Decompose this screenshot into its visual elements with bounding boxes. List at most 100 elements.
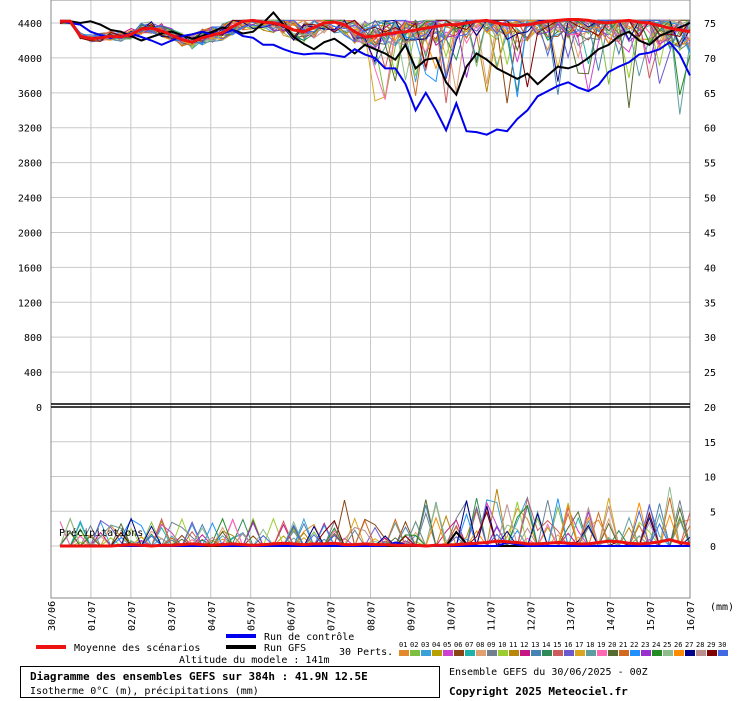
x-tick-label: 16/07 (686, 601, 697, 631)
pert-number: 19 (597, 641, 605, 649)
left-tick-label: 2000 (18, 228, 42, 239)
x-tick-label: 14/07 (606, 601, 617, 631)
control-legend-label: Run de contrôle (264, 631, 354, 643)
info-title: Diagramme des ensembles GEFS sur 384h : … (30, 670, 368, 683)
right-tick-label: 75 (704, 19, 716, 30)
left-tick-label: 2800 (18, 159, 42, 170)
main-lines (59, 11, 691, 548)
pert-swatch (454, 650, 464, 656)
pert-number: 17 (575, 641, 583, 649)
x-tick-label: 02/07 (127, 601, 138, 631)
pert-number: 03 (421, 641, 429, 649)
pert-swatch (575, 650, 585, 656)
right-tick-label: 15 (704, 438, 716, 449)
pert-number: 30 (718, 641, 726, 649)
x-tick-label: 12/07 (526, 601, 537, 631)
pert-swatch (498, 650, 508, 656)
pert-swatch (652, 650, 662, 656)
pert-number: 10 (498, 641, 506, 649)
pert-line-24 (60, 19, 691, 96)
x-axis-ticks: 30/06 01/07 02/07 03/07 04/07 05/07 06/07 07/07… (47, 601, 697, 631)
pert-number: 16 (564, 641, 572, 649)
pert-number: 09 (487, 641, 495, 649)
right-tick-label: 25 (704, 368, 716, 379)
pert-number: 01 (399, 641, 407, 649)
pert-number: 08 (476, 641, 484, 649)
pert-swatch (476, 650, 486, 656)
pert-number: 06 (454, 641, 462, 649)
pert-line-20 (59, 19, 690, 108)
pert-swatch (542, 650, 552, 656)
pert-swatch (443, 650, 453, 656)
right-tick-label: 20 (704, 403, 716, 414)
pert-swatch (696, 650, 706, 656)
pert-number: 02 (410, 641, 418, 649)
x-tick-label: 11/07 (486, 601, 497, 631)
precip-label: Précipitations (59, 527, 143, 539)
pert-swatch (597, 650, 607, 656)
pert-swatch (564, 650, 574, 656)
left-tick-label: 1200 (18, 298, 42, 309)
x-tick-label: 30/06 (47, 601, 58, 631)
right-tick-label: 40 (704, 263, 716, 274)
left-axis-ticks: 4400400036003200280024002000160012008004… (18, 19, 42, 414)
right-tick-label: 60 (704, 124, 716, 135)
x-tick-label: 04/07 (207, 601, 218, 631)
pert-number: 11 (509, 641, 517, 649)
pert-swatch (399, 650, 409, 656)
pert-number: 25 (663, 641, 671, 649)
x-tick-label: 09/07 (406, 601, 417, 631)
left-tick-label: 3200 (18, 124, 42, 135)
mean-legend-label: Moyenne des scénarios (74, 642, 200, 654)
right-tick-label: 55 (704, 159, 716, 170)
pert-number: 05 (443, 641, 451, 649)
x-tick-label: 10/07 (446, 601, 457, 631)
x-tick-label: 03/07 (167, 601, 178, 631)
pert-number: 29 (707, 641, 715, 649)
pert-number: 18 (586, 641, 594, 649)
left-tick-label: 4400 (18, 19, 42, 30)
right-tick-label: 0 (710, 542, 716, 553)
left-tick-label: 800 (24, 333, 42, 344)
x-tick-label: 01/07 (87, 601, 98, 631)
left-tick-label: 400 (24, 368, 42, 379)
pert-swatch (432, 650, 442, 656)
copyright: Copyright 2025 Meteociel.fr (449, 685, 628, 698)
pert-number: 27 (685, 641, 693, 649)
pert-number: 07 (465, 641, 473, 649)
pert-number: 22 (630, 641, 638, 649)
pert-number: 20 (608, 641, 616, 649)
left-tick-label: 4000 (18, 54, 42, 65)
left-tick-label: 3600 (18, 89, 42, 100)
x-tick-label: 05/07 (247, 601, 258, 631)
gfs-legend-label: Run GFS (264, 643, 306, 654)
mean-line (60, 18, 691, 44)
pert-number: 04 (432, 641, 440, 649)
pert-number: 14 (542, 641, 550, 649)
right-tick-label: 70 (704, 54, 716, 65)
pert-swatch (630, 650, 640, 656)
pert-number: 28 (696, 641, 704, 649)
pert-number: 21 (619, 641, 627, 649)
right-tick-label: 30 (704, 333, 716, 344)
perturbation-legend: 01 02 03 04 05 06 07 08 09 10 11 12 13 14 15 16 17 18 19 20… (399, 641, 728, 656)
info-box: Diagramme des ensembles GEFS sur 384h : … (20, 666, 440, 698)
pert-swatch (586, 650, 596, 656)
left-tick-label: 1600 (18, 263, 42, 274)
control-line (59, 20, 691, 136)
perts-label: 30 Perts. (339, 647, 393, 658)
pert-swatch (685, 650, 695, 656)
right-tick-label: 5 (710, 507, 716, 518)
pert-number: 23 (641, 641, 649, 649)
x-tick-label: 07/07 (327, 601, 338, 631)
pert-swatch (410, 650, 420, 656)
left-tick-label: 0 (36, 403, 42, 414)
run-info: Ensemble GEFS du 30/06/2025 - 00Z (449, 667, 648, 678)
pert-swatch (531, 650, 541, 656)
right-tick-label: 45 (704, 228, 716, 239)
pert-swatch (674, 650, 684, 656)
right-tick-label: 10 (704, 473, 716, 484)
pert-number: 12 (520, 641, 528, 649)
